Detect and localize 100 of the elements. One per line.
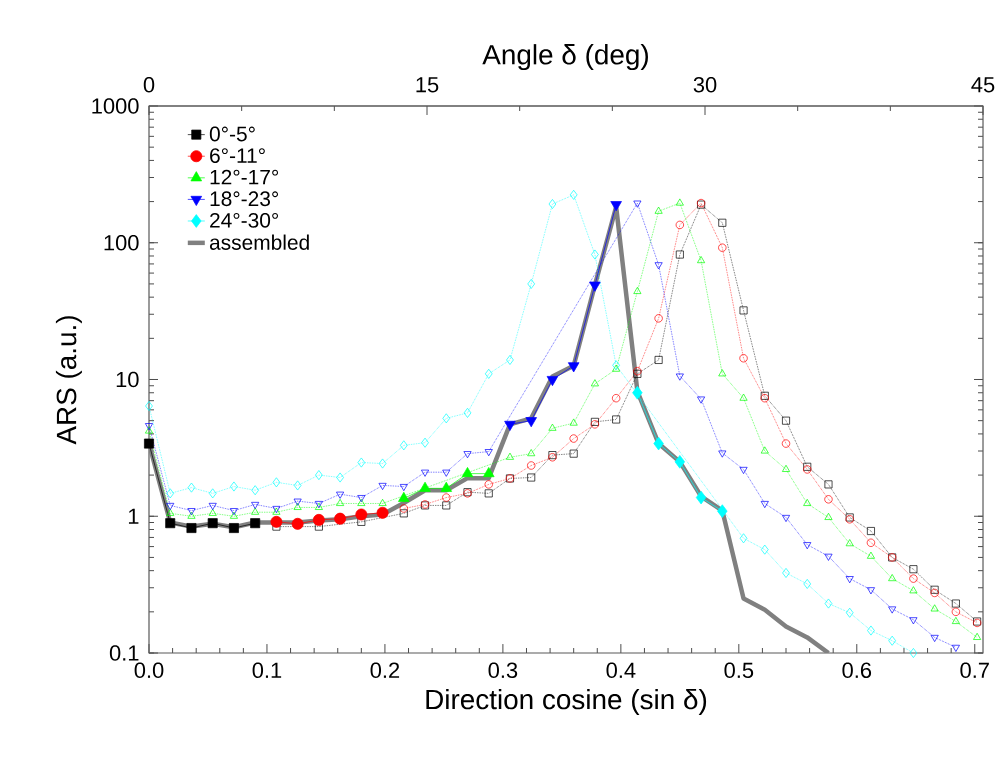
point: [336, 472, 344, 483]
point: [527, 473, 536, 482]
point: [442, 469, 451, 477]
point: [419, 481, 431, 492]
point: [548, 199, 557, 209]
point: [569, 434, 578, 443]
point: [293, 502, 302, 510]
point: [803, 578, 812, 589]
point: [675, 373, 684, 381]
point: [867, 625, 875, 636]
point: [845, 576, 854, 584]
point: [272, 477, 281, 488]
point: [357, 517, 366, 526]
point: [376, 506, 389, 519]
point: [378, 482, 387, 490]
point: [463, 451, 472, 459]
point: [654, 355, 663, 364]
point: [399, 509, 408, 518]
point: [739, 393, 748, 401]
point: [166, 488, 175, 499]
y-tick-label: 1000: [92, 98, 139, 114]
point: [909, 565, 918, 574]
point: [315, 470, 323, 481]
point: [228, 523, 239, 533]
legend-label: 24°-30°: [210, 212, 279, 228]
point: [739, 306, 748, 315]
point: [442, 501, 451, 510]
legend-label: 0°-5°: [209, 126, 255, 142]
x2-tick-label: 30: [693, 76, 717, 93]
y-tick-label: 10: [116, 371, 139, 388]
point: [951, 616, 960, 624]
point: [378, 498, 387, 506]
x-tick-label: 0.6: [842, 662, 872, 679]
point: [312, 513, 325, 526]
point: [633, 200, 642, 208]
y-tick-label: 100: [104, 234, 139, 251]
point: [251, 485, 259, 496]
point: [525, 417, 537, 428]
point: [484, 449, 493, 457]
point: [675, 250, 684, 259]
point: [824, 598, 833, 609]
point: [400, 440, 408, 451]
point: [378, 458, 387, 469]
x2-tick-label: 45: [971, 77, 995, 93]
x-tick-label: 0.2: [370, 662, 400, 679]
point: [930, 604, 939, 612]
point: [781, 439, 791, 448]
point: [144, 438, 154, 449]
point: [739, 354, 748, 363]
point: [440, 481, 452, 492]
point: [697, 256, 706, 264]
legend-label: 12°-17°: [210, 169, 279, 185]
point: [484, 489, 493, 498]
point: [718, 450, 727, 458]
x2-axis-title: Angle δ (deg): [482, 44, 648, 71]
point: [718, 243, 727, 252]
point: [334, 512, 347, 525]
point: [909, 648, 918, 658]
point: [293, 480, 302, 491]
y-tick-label: 0.1: [109, 645, 139, 661]
y-tick-label: 1: [128, 508, 139, 524]
point: [165, 518, 176, 529]
point: [569, 189, 578, 200]
point: [504, 420, 516, 431]
point: [251, 501, 260, 509]
point: [250, 518, 261, 529]
point: [251, 507, 260, 515]
point: [654, 314, 663, 323]
point: [166, 502, 175, 510]
point: [336, 498, 345, 506]
x2-tick-label: 15: [416, 77, 439, 93]
point: [760, 544, 769, 555]
point: [951, 644, 960, 652]
point: [527, 461, 536, 470]
point: [527, 449, 536, 457]
point: [611, 394, 621, 403]
point: [569, 418, 578, 426]
point: [506, 354, 514, 365]
point: [654, 206, 663, 214]
point: [589, 281, 601, 292]
point: [505, 452, 514, 460]
legend-label: 6°-11°: [210, 148, 265, 163]
point: [208, 508, 217, 516]
point: [930, 634, 939, 642]
point: [674, 455, 685, 469]
point: [888, 606, 897, 614]
point: [653, 436, 664, 451]
x-tick-label: 0.3: [488, 662, 518, 679]
point: [612, 364, 621, 372]
point: [782, 568, 790, 578]
point: [782, 464, 790, 472]
point: [909, 574, 918, 583]
point: [675, 220, 684, 230]
point: [866, 538, 876, 547]
point: [610, 201, 622, 212]
point: [930, 588, 939, 598]
point: [569, 449, 578, 458]
point: [399, 504, 408, 513]
point: [782, 416, 790, 425]
point: [270, 515, 283, 528]
